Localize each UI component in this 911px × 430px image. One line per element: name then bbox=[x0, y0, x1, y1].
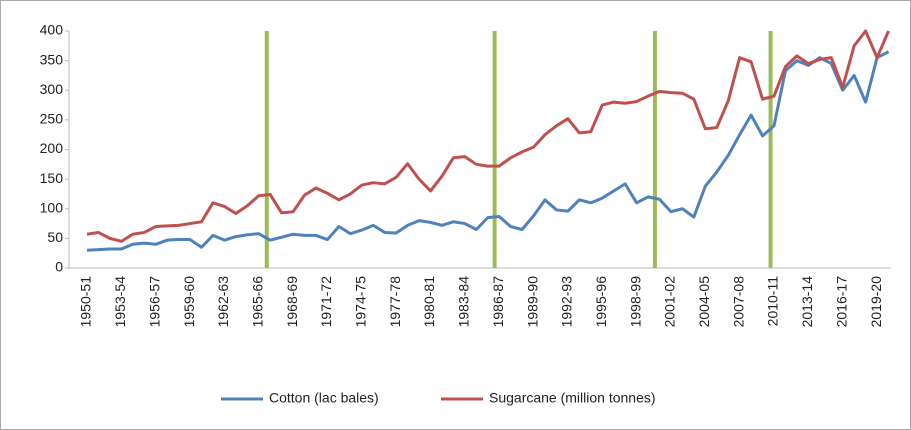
x-tick-label: 1965-66 bbox=[249, 276, 265, 328]
x-tick-label: 1971-72 bbox=[318, 276, 334, 328]
y-tick-label: 100 bbox=[40, 199, 64, 215]
y-tick-label: 0 bbox=[55, 259, 63, 275]
y-tick-label: 200 bbox=[40, 140, 64, 156]
series-line bbox=[86, 29, 890, 243]
x-tick-label: 1986-87 bbox=[490, 276, 506, 328]
x-tick-label: 2019-20 bbox=[868, 276, 884, 328]
x-tick-label: 1959-60 bbox=[181, 276, 197, 328]
legend-label: Sugarcane (million tonnes) bbox=[489, 390, 656, 406]
series-line bbox=[86, 50, 890, 252]
x-tick-label: 1956-57 bbox=[146, 276, 162, 328]
x-tick-label: 1974-75 bbox=[353, 276, 369, 328]
x-tick-label: 2013-14 bbox=[799, 276, 815, 328]
y-tick-label: 250 bbox=[40, 111, 64, 127]
legend-label: Cotton (lac bales) bbox=[269, 390, 379, 406]
x-tick-label: 1950-51 bbox=[78, 276, 94, 328]
y-tick-label: 300 bbox=[40, 81, 64, 97]
x-tick-label: 1995-96 bbox=[593, 276, 609, 328]
x-tick-label: 1980-81 bbox=[421, 276, 437, 328]
x-tick-label: 1953-54 bbox=[112, 276, 128, 328]
y-tick-label: 400 bbox=[40, 22, 64, 38]
x-tick-label: 2007-08 bbox=[730, 276, 746, 328]
x-tick-label: 1983-84 bbox=[456, 276, 472, 328]
x-tick-label: 1992-93 bbox=[559, 276, 575, 328]
x-tick-label: 2004-05 bbox=[696, 276, 712, 328]
x-tick-label: 1989-90 bbox=[524, 276, 540, 328]
x-tick-label: 1968-69 bbox=[284, 276, 300, 328]
x-tick-label: 1998-99 bbox=[627, 276, 643, 328]
x-tick-label: 2010-11 bbox=[765, 276, 781, 327]
x-tick-label: 1962-63 bbox=[215, 276, 231, 328]
y-tick-label: 350 bbox=[40, 51, 64, 67]
x-tick-label: 1977-78 bbox=[387, 276, 403, 328]
y-tick-label: 150 bbox=[40, 170, 64, 186]
x-tick-label: 2016-17 bbox=[833, 276, 849, 328]
y-tick-label: 50 bbox=[47, 229, 63, 245]
legend: Cotton (lac bales) Sugarcane (million ton… bbox=[221, 390, 656, 406]
x-tick-label: 2001-02 bbox=[662, 276, 678, 328]
